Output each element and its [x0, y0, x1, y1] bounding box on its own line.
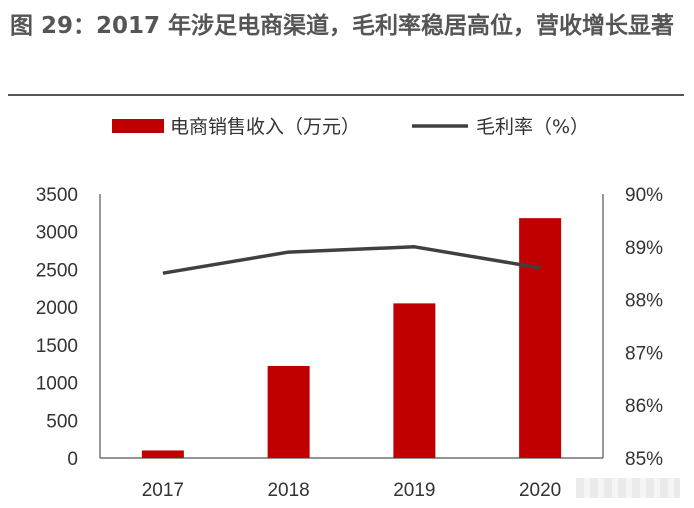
x-tick-label: 2017 [142, 480, 184, 501]
y-left-tick-label: 2500 [36, 260, 78, 281]
watermark [576, 478, 680, 498]
y-right-tick-label: 90% [625, 185, 663, 206]
bar [267, 365, 310, 458]
bar [519, 218, 562, 458]
y-left-tick-label: 1500 [36, 336, 78, 357]
legend-label-line: 毛利率（%） [476, 116, 589, 138]
y-left-tick-label: 0 [67, 449, 78, 470]
x-tick-label: 2018 [267, 480, 309, 501]
y-left-tick-label: 3000 [36, 223, 78, 244]
y-right-tick-label: 86% [625, 396, 663, 417]
title-divider [8, 94, 684, 96]
y-right-tick-label: 87% [625, 343, 663, 364]
bar [393, 303, 436, 458]
margin-line [162, 245, 541, 275]
y-left-tick-label: 500 [46, 411, 78, 432]
y-right-tick-label: 89% [625, 238, 663, 259]
y-right-tick-label: 85% [625, 449, 663, 470]
y-right-tick-label: 88% [625, 291, 663, 312]
y-left-tick-label: 3500 [36, 185, 78, 206]
chart-title: 图 29：2017 年涉足电商渠道，毛利率稳居高位，营收增长显著 [10, 13, 675, 39]
legend-label-bar: 电商销售收入（万元） [170, 116, 360, 138]
x-tick-label: 2020 [519, 480, 561, 501]
y-left-tick-label: 1000 [36, 374, 78, 395]
legend-swatch-bar [112, 119, 164, 133]
bar [141, 450, 184, 458]
x-tick-label: 2019 [393, 480, 435, 501]
y-left-tick-label: 2000 [36, 298, 78, 319]
